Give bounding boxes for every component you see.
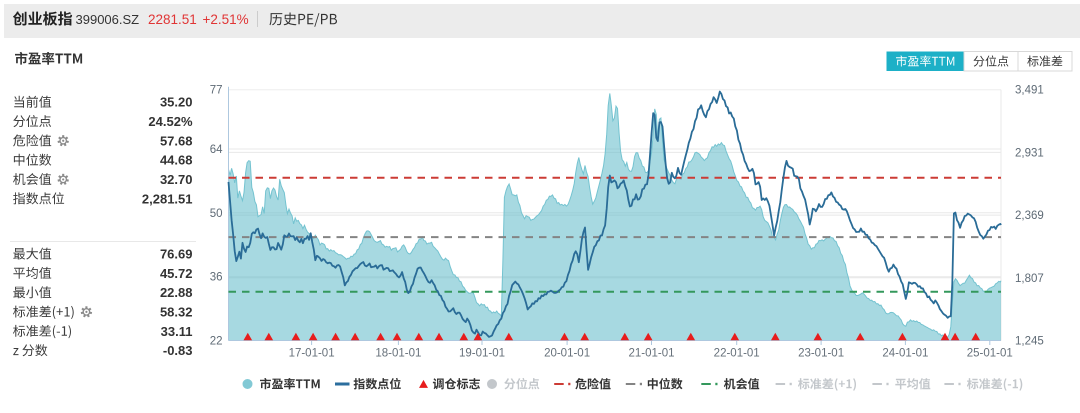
svg-text:22.88: 22.88 [160,285,193,300]
svg-text:19-01-01: 19-01-01 [459,348,505,360]
svg-text:64: 64 [210,144,223,156]
svg-text:33.11: 33.11 [161,324,193,339]
svg-text:36: 36 [210,272,223,284]
svg-text:57.68: 57.68 [160,133,193,148]
svg-text:22: 22 [210,336,223,348]
svg-text:1,807: 1,807 [1015,273,1044,285]
svg-text:22-01-01: 22-01-01 [714,348,760,360]
svg-text:44.68: 44.68 [160,153,193,168]
svg-text:-0.83: -0.83 [163,343,193,358]
svg-text:20-01-01: 20-01-01 [544,348,590,360]
svg-text:50: 50 [210,208,223,220]
svg-text:35.20: 35.20 [160,95,193,110]
svg-text:58.32: 58.32 [160,304,193,319]
svg-text:24.52%: 24.52% [148,114,193,129]
svg-text:1,245: 1,245 [1015,336,1044,348]
svg-text:+2.51%: +2.51% [203,12,249,27]
svg-text:23-01-01: 23-01-01 [798,348,844,360]
svg-text:399006.SZ: 399006.SZ [76,12,140,27]
svg-text:2281.51: 2281.51 [148,12,197,27]
svg-text:18-01-01: 18-01-01 [375,348,421,360]
svg-text:25-01-01: 25-01-01 [967,348,1013,360]
svg-text:17-01-01: 17-01-01 [289,348,335,360]
svg-text:76.69: 76.69 [160,247,193,262]
svg-text:32.70: 32.70 [160,172,193,187]
svg-text:24-01-01: 24-01-01 [882,348,928,360]
svg-text:45.72: 45.72 [160,266,193,281]
svg-text:2,931: 2,931 [1015,147,1044,159]
svg-text:3,491: 3,491 [1015,85,1044,97]
svg-text:2,281.51: 2,281.51 [142,191,193,206]
svg-text:21-01-01: 21-01-01 [628,348,674,360]
svg-text:77: 77 [210,85,223,97]
svg-text:2,369: 2,369 [1015,210,1044,222]
